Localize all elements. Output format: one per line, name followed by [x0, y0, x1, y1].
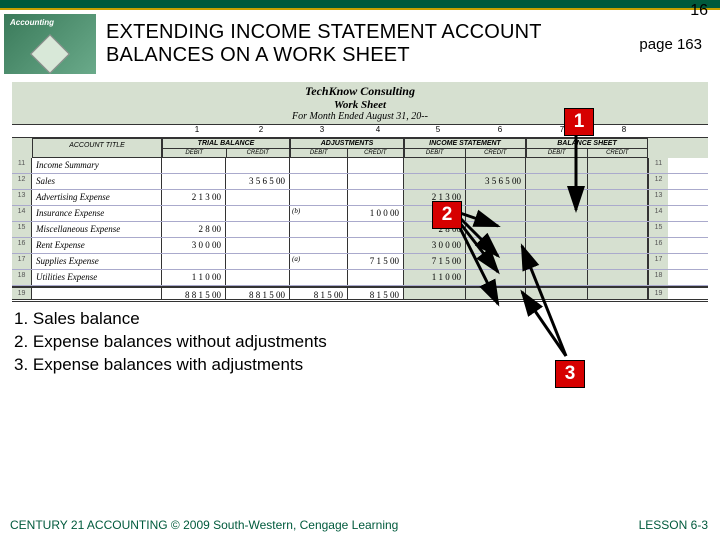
page-reference: page 163	[639, 36, 720, 53]
col-num: 3	[312, 125, 332, 134]
col-num: 4	[368, 125, 388, 134]
table-row: 12Sales3 5 6 5 003 5 6 5 0012	[12, 174, 708, 190]
col-num: 6	[490, 125, 510, 134]
step-item: 3. Expense balances with adjustments	[14, 354, 706, 377]
doc-title: Work Sheet	[12, 99, 708, 111]
subcol: CREDIT	[466, 149, 526, 157]
callout-1: 1	[564, 108, 594, 136]
step-item: 2. Expense balances without adjustments	[14, 331, 706, 354]
period: For Month Ended August 31, 20--	[12, 111, 708, 122]
subcol: CREDIT	[227, 149, 290, 157]
worksheet-container: TechKnow Consulting Work Sheet For Month…	[0, 78, 720, 302]
lesson-label: LESSON 6-3	[639, 518, 708, 532]
worksheet-heading: TechKnow Consulting Work Sheet For Month…	[12, 82, 708, 124]
footer: CENTURY 21 ACCOUNTING © 2009 South-Weste…	[10, 518, 708, 532]
copyright: CENTURY 21 ACCOUNTING © 2009 South-Weste…	[10, 518, 398, 532]
col-num: 1	[187, 125, 207, 134]
table-row: 16Rent Expense3 0 0 003 0 0 0016	[12, 238, 708, 254]
subcol: DEBIT	[291, 149, 348, 157]
subcol: CREDIT	[588, 149, 648, 157]
col-num: 2	[251, 125, 271, 134]
subcol: CREDIT	[348, 149, 404, 157]
column-headers: ACCOUNT TITLE TRIAL BALANCE DEBITCREDIT …	[12, 138, 708, 158]
col-num: 8	[614, 125, 634, 134]
table-row: 18Utilities Expense1 1 0 001 1 0 0018	[12, 270, 708, 286]
table-row: 17Supplies Expense(a)7 1 5 007 1 5 0017	[12, 254, 708, 270]
subcol: DEBIT	[163, 149, 227, 157]
page-title: EXTENDING INCOME STATEMENT ACCOUNT BALAN…	[106, 21, 629, 67]
steps-list: 1. Sales balance 2. Expense balances wit…	[0, 302, 720, 377]
section-label: INCOME STATEMENT	[405, 139, 525, 149]
col-num: 5	[428, 125, 448, 134]
company-name: TechKnow Consulting	[12, 84, 708, 99]
section-label: BALANCE SHEET	[527, 139, 647, 149]
table-row: 15Miscellaneous Expense2 8 002 8 0015	[12, 222, 708, 238]
section-label: ADJUSTMENTS	[291, 139, 403, 149]
subcol: DEBIT	[527, 149, 588, 157]
textbook-image	[4, 14, 96, 74]
account-title-header: ACCOUNT TITLE	[32, 138, 162, 158]
table-row: 14Insurance Expense(b)1 0 0 001 0 0 0014	[12, 206, 708, 222]
data-rows: 11Income Summary1112Sales3 5 6 5 003 5 6…	[12, 158, 708, 302]
table-row: 11Income Summary11	[12, 158, 708, 174]
subcol: DEBIT	[405, 149, 466, 157]
header: EXTENDING INCOME STATEMENT ACCOUNT BALAN…	[0, 10, 720, 78]
table-row: 198 8 1 5 008 8 1 5 008 1 5 008 1 5 0019	[12, 286, 708, 302]
section-label: TRIAL BALANCE	[163, 139, 289, 149]
step-item: 1. Sales balance	[14, 308, 706, 331]
table-row: 13Advertising Expense2 1 3 002 1 3 0013	[12, 190, 708, 206]
slide-number: 16	[690, 2, 708, 20]
column-number-row: 1 2 3 4 5 6 7 8	[12, 124, 708, 138]
top-accent-bar	[0, 0, 720, 10]
callout-2: 2	[432, 201, 462, 229]
title-block: EXTENDING INCOME STATEMENT ACCOUNT BALAN…	[96, 21, 639, 67]
callout-3: 3	[555, 360, 585, 388]
